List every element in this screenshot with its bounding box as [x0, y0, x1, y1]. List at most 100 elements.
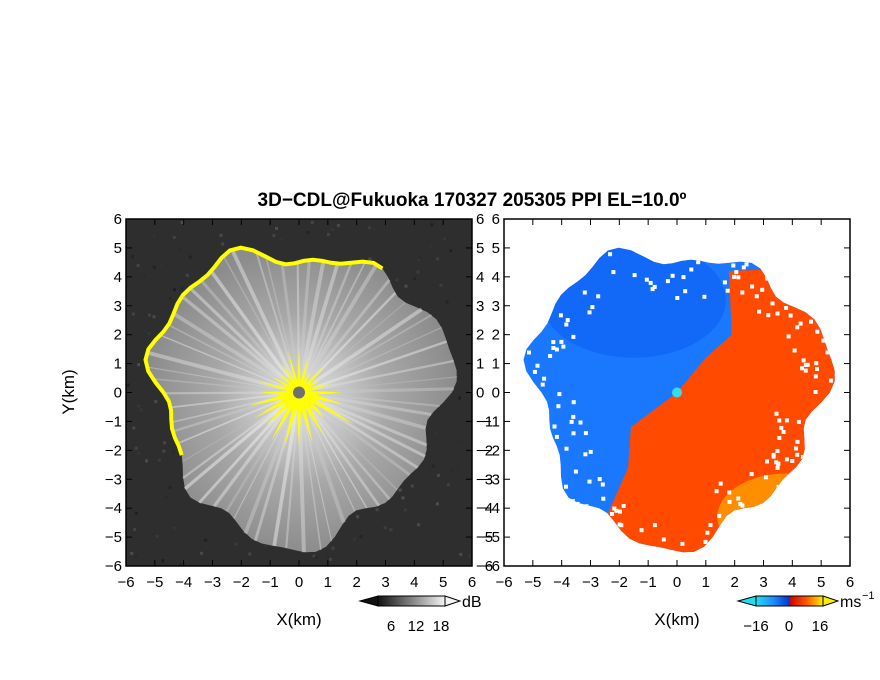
missing-data-pixel: [736, 496, 741, 501]
noise-pixel: [139, 408, 143, 412]
x-tick-label: −6: [117, 574, 134, 591]
radial-streak: [146, 366, 300, 394]
noise-pixel: [168, 296, 172, 300]
missing-data-pixel: [573, 469, 578, 474]
missing-data-pixel: [557, 392, 562, 397]
missing-data-pixel: [825, 350, 830, 355]
missing-data-pixel: [551, 340, 556, 345]
colorbar-tick-label: 0: [785, 618, 793, 635]
missing-data-pixel: [648, 280, 653, 285]
x-tick-label: 1: [702, 574, 710, 591]
missing-data-pixel: [771, 454, 776, 459]
noise-pixel: [272, 234, 276, 238]
missing-data-pixel: [548, 354, 553, 358]
x-axis-label-left: X(km): [276, 610, 321, 629]
x-tick-label: −6: [495, 574, 512, 591]
velocity-colorbar: ms −1 −16 0 16: [736, 590, 875, 635]
missing-data-pixel: [774, 411, 779, 416]
x-tick-label: 0: [673, 574, 681, 591]
noise-pixel: [446, 483, 450, 487]
noise-pixel: [132, 426, 136, 430]
missing-data-pixel: [597, 477, 602, 482]
y-tick-label: −5: [476, 529, 493, 546]
missing-data-pixel: [798, 321, 803, 326]
missing-data-pixel: [757, 309, 762, 314]
y-axis-label: Y(km): [59, 369, 78, 414]
center-echo: [249, 347, 356, 450]
noise-pixel: [135, 555, 139, 559]
x-tick-label: 6: [468, 574, 476, 591]
missing-data-pixel: [612, 506, 617, 511]
noise-pixel: [248, 552, 252, 556]
missing-data-pixel: [749, 472, 754, 477]
missing-data-pixel: [558, 313, 563, 318]
y-tick-label: 4: [492, 269, 500, 286]
noise-pixel: [185, 273, 189, 277]
x-tick-label: 3: [381, 574, 389, 591]
noise-pixel: [429, 244, 433, 248]
noise-pixel: [219, 233, 223, 237]
x-axis-label-right: X(km): [654, 610, 699, 629]
noise-pixel: [173, 526, 176, 530]
radial-streak: [298, 391, 428, 447]
radial-streak: [297, 263, 379, 394]
missing-data-pixel: [556, 404, 561, 409]
noise-pixel: [375, 508, 379, 512]
noise-pixel: [436, 257, 440, 261]
missing-data-pixel: [650, 287, 655, 292]
missing-data-pixel: [551, 346, 556, 350]
missing-data-pixel: [779, 425, 784, 430]
radial-streak: [297, 278, 391, 394]
noise-pixel: [137, 452, 141, 455]
colorbar-tick-label: −16: [743, 618, 768, 635]
missing-data-pixel: [770, 301, 775, 306]
noise-pixel: [331, 546, 335, 550]
noise-pixel: [368, 257, 372, 261]
y-tick-label: 0: [114, 385, 122, 402]
radial-streak: [298, 392, 322, 551]
noise-pixel: [130, 551, 134, 555]
colorbar-unit-superscript: −1: [862, 590, 875, 602]
noise-pixel: [398, 488, 402, 492]
missing-data-pixel: [740, 290, 745, 295]
noise-pixel: [404, 284, 408, 288]
noise-pixel: [403, 508, 407, 512]
noise-pixel: [456, 468, 460, 471]
radial-streak: [230, 248, 301, 394]
radial-streak: [152, 378, 300, 394]
noise-pixel: [172, 450, 175, 454]
missing-data-pixel: [578, 420, 583, 425]
missing-data-pixel: [815, 329, 820, 334]
x-tick-label: 3: [759, 574, 767, 591]
radial-streak: [272, 392, 301, 547]
missing-data-pixel: [732, 274, 737, 279]
noise-pixel: [449, 249, 453, 253]
missing-data-pixel: [727, 499, 732, 504]
noise-pixel: [328, 557, 332, 561]
noise-pixel: [436, 473, 440, 477]
missing-data-pixel: [583, 431, 588, 436]
noise-pixel: [383, 526, 387, 530]
noise-pixel: [147, 332, 151, 335]
radial-streak: [298, 326, 442, 394]
missing-data-pixel: [717, 513, 722, 518]
noise-pixel: [416, 270, 420, 274]
radial-streak: [209, 270, 301, 394]
noise-pixel: [417, 281, 421, 285]
noise-pixel: [330, 228, 334, 231]
missing-data-pixel: [784, 457, 789, 462]
missing-data-pixel: [718, 481, 723, 486]
figure-title: 3D−CDL@Fukuoka 170327 205305 PPI EL=10.0…: [258, 190, 687, 211]
x-tick-label: −3: [582, 574, 599, 591]
y-tick-label: −1: [476, 413, 493, 430]
missing-data-pixel: [601, 496, 606, 501]
y-tick-label: −4: [483, 500, 500, 517]
noise-pixel: [433, 431, 437, 435]
noise-pixel: [468, 554, 472, 558]
noise-pixel: [470, 390, 472, 393]
y-tick-label: −6: [105, 558, 122, 575]
noise-pixel: [155, 534, 159, 538]
radial-streak: [170, 391, 300, 409]
y-tick-label: 5: [114, 240, 122, 257]
y-tick-label: −3: [105, 471, 122, 488]
